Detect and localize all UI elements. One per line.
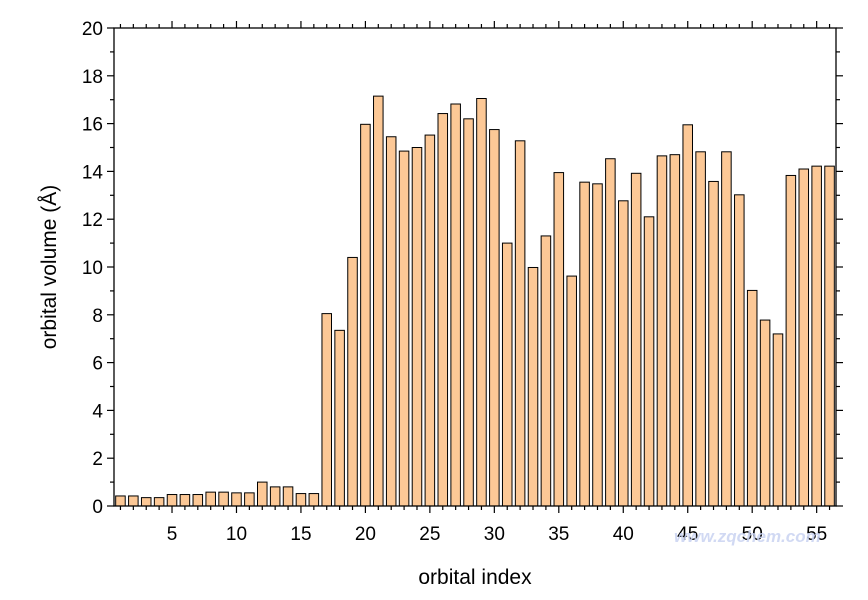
x-tick-label: 30 bbox=[484, 524, 505, 545]
y-axis-title: orbital volume (Å) bbox=[38, 185, 61, 350]
bar-30 bbox=[489, 129, 500, 507]
bar-44 bbox=[669, 154, 681, 507]
ticks-group: 0 2 4 6 8 10 12 14 16 18 20 5 10 15 20 25 30 35 40 45 50 55 bbox=[82, 19, 843, 545]
bar-22 bbox=[385, 136, 397, 507]
bar-8 bbox=[205, 491, 216, 507]
x-tick-label: 5 bbox=[167, 524, 178, 545]
y-tick-label: 4 bbox=[92, 401, 103, 422]
y-tick-label: 12 bbox=[82, 210, 103, 231]
bar-40 bbox=[618, 200, 629, 507]
bar-38 bbox=[592, 183, 603, 507]
bar-31 bbox=[501, 242, 513, 507]
bar-3 bbox=[140, 497, 152, 507]
bar-19 bbox=[347, 256, 358, 507]
bar-53 bbox=[785, 174, 797, 507]
x-tick-label: 25 bbox=[419, 524, 440, 545]
y-tick-label: 10 bbox=[82, 258, 103, 279]
x-tick-label: 10 bbox=[226, 524, 247, 545]
bar-54 bbox=[798, 168, 810, 507]
bar-34 bbox=[540, 235, 552, 507]
y-tick-label: 0 bbox=[92, 497, 103, 518]
bar-41 bbox=[630, 172, 642, 507]
bar-37 bbox=[579, 181, 590, 507]
bar-20 bbox=[360, 123, 371, 507]
bar-2 bbox=[128, 495, 139, 507]
bar-45 bbox=[682, 124, 694, 507]
x-tick-label: 50 bbox=[742, 524, 763, 545]
bar-52 bbox=[772, 333, 784, 507]
bar-18 bbox=[334, 329, 345, 507]
bar-15 bbox=[295, 493, 307, 507]
bar-21 bbox=[373, 95, 384, 507]
bar-46 bbox=[695, 151, 706, 507]
y-tick-label: 18 bbox=[82, 67, 103, 88]
x-axis-title: orbital index bbox=[418, 566, 532, 589]
bar-7 bbox=[192, 494, 204, 507]
bar-14 bbox=[282, 486, 294, 507]
bar-5 bbox=[166, 494, 178, 507]
y-tick-label: 2 bbox=[92, 449, 103, 470]
x-tick-label: 15 bbox=[290, 524, 311, 545]
bar-47 bbox=[708, 180, 719, 507]
bar-35 bbox=[553, 172, 565, 507]
x-tick-label: 45 bbox=[677, 524, 698, 545]
bar-10 bbox=[231, 492, 242, 507]
y-tick-label: 20 bbox=[82, 19, 103, 40]
bar-27 bbox=[450, 103, 461, 507]
bar-24 bbox=[411, 147, 423, 507]
bar-55 bbox=[811, 165, 822, 507]
bar-17 bbox=[321, 313, 332, 507]
bar-32 bbox=[514, 140, 526, 507]
bar-26 bbox=[437, 113, 449, 507]
bar-56 bbox=[824, 165, 835, 507]
bar-12 bbox=[257, 481, 268, 507]
bar-1 bbox=[115, 495, 126, 507]
bar-48 bbox=[721, 151, 732, 507]
bar-16 bbox=[308, 493, 320, 507]
bar-36 bbox=[566, 275, 577, 507]
bars-group bbox=[115, 95, 835, 507]
bar-13 bbox=[269, 486, 281, 507]
bar-50 bbox=[746, 289, 758, 507]
bar-23 bbox=[398, 150, 410, 507]
bar-29 bbox=[476, 98, 487, 507]
y-tick-label: 16 bbox=[82, 115, 103, 136]
bar-11 bbox=[244, 492, 255, 507]
y-tick-label: 6 bbox=[92, 354, 103, 375]
bar-9 bbox=[218, 491, 229, 507]
bar-25 bbox=[424, 134, 436, 507]
x-tick-label: 55 bbox=[806, 524, 827, 545]
bar-39 bbox=[605, 158, 616, 507]
bar-42 bbox=[643, 216, 655, 507]
bar-6 bbox=[179, 494, 191, 507]
bar-43 bbox=[656, 155, 668, 507]
y-tick-label: 14 bbox=[82, 162, 104, 183]
x-tick-label: 20 bbox=[355, 524, 376, 545]
x-tick-label: 35 bbox=[548, 524, 569, 545]
bar-33 bbox=[527, 266, 539, 507]
bar-49 bbox=[734, 194, 745, 507]
bar-51 bbox=[759, 319, 771, 507]
watermark-text: www.zqchem.com bbox=[674, 527, 821, 546]
bar-4 bbox=[153, 497, 165, 507]
y-tick-label: 8 bbox=[92, 306, 103, 327]
x-tick-label: 40 bbox=[613, 524, 634, 545]
bar-28 bbox=[463, 118, 474, 507]
